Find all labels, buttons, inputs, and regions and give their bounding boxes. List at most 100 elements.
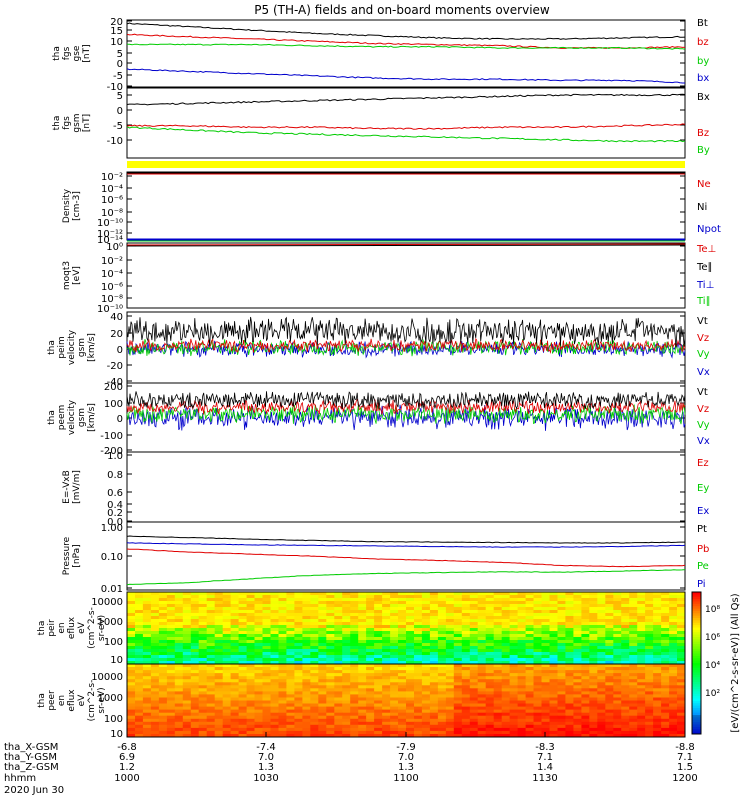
heatmap-cell [390,622,399,626]
heatmap-cell [421,697,431,701]
heatmap-cell [453,691,463,695]
heatmap-cell [414,598,423,602]
heatmap-cell [238,598,248,602]
heatmap-cell [135,685,144,689]
colorbar-tick-label: 10⁸ [705,605,720,615]
heatmap-cell [182,688,192,692]
heatmap-cell [374,613,383,617]
heatmap-cell [477,667,487,671]
heatmap-cell [589,646,598,650]
heatmap-cell [437,661,447,665]
y-axis-label-line: eflux [67,689,77,712]
heatmap-cell [198,709,208,714]
heatmap-cell [549,601,558,605]
heatmap-cell [541,727,550,732]
heatmap-cell [318,658,327,662]
heatmap-cell [613,607,622,611]
heatmap-cell [294,688,303,692]
heatmap-cell [461,685,471,689]
heatmap-cell [597,658,606,662]
heatmap-cell [501,694,511,698]
heatmap-cell [589,604,598,608]
heatmap-cell [230,682,240,686]
heatmap-cell [565,661,574,665]
heatmap-cell [270,721,279,726]
heatmap-cell [517,673,527,677]
heatmap-cell [677,691,686,695]
heatmap-cell [390,703,399,707]
heatmap-cell [358,610,367,614]
heatmap-cell [230,661,240,665]
heatmap-cell [525,700,535,704]
heatmap-cell [310,649,319,653]
heatmap-cell [127,673,136,677]
heatmap-cell [286,688,295,692]
heatmap-cell [142,592,152,596]
heatmap-cell [166,667,176,671]
heatmap-cell [358,604,367,608]
heatmap-cell [158,703,168,707]
heatmap-cell [605,598,614,602]
heatmap-cell [310,652,319,656]
heatmap-cell [453,700,463,704]
colorbar-segment [692,634,701,638]
heatmap-cell [382,610,391,614]
heatmap-cell [421,727,431,732]
heatmap-cell [485,658,495,662]
heatmap-cell [326,730,335,735]
colorbar-segment [692,592,701,595]
colorbar-segment [692,722,701,726]
heatmap-cell [461,679,471,683]
heatmap-cell [198,652,208,656]
heatmap-cell [493,667,503,671]
heatmap-cell [286,694,295,698]
heatmap-cell [597,694,606,698]
heatmap-cell [501,604,511,608]
heatmap-cell [589,622,598,626]
heatmap-cell [661,607,670,611]
heatmap-cell [326,724,335,729]
heatmap-cell [318,709,327,714]
heatmap-cell [597,622,606,626]
heatmap-cell [669,607,678,611]
heatmap-cell [182,664,192,668]
heatmap-cell [214,640,224,644]
heatmap-cell [262,619,271,623]
heatmap-cell [429,727,439,732]
heatmap-cell [158,688,168,692]
heatmap-cell [246,649,256,653]
heatmap-cell [158,661,168,665]
heatmap-cell [174,643,184,647]
heatmap-cell [589,610,598,614]
heatmap-cell [334,649,343,653]
heatmap-cell [406,619,415,623]
heatmap-cell [326,676,335,680]
heatmap-cell [166,619,176,623]
heatmap-cell [485,655,495,659]
heatmap-cell [230,724,240,729]
y-tick-label: 0 [117,106,123,117]
heatmap-cell [374,598,383,602]
heatmap-cell [206,649,216,653]
heatmap-cell [597,682,606,686]
heatmap-cell [661,703,670,707]
heatmap-cell [573,613,582,617]
heatmap-cell [398,706,407,711]
heatmap-cell [414,703,423,707]
heatmap-cell [541,703,550,707]
heatmap-cell [445,640,455,644]
heatmap-cell [182,592,192,596]
heatmap-cell [174,616,184,620]
heatmap-cell [174,703,184,707]
x-row-label: tha_Y-GSM [4,752,57,763]
heatmap-cell [182,643,192,647]
heatmap-cell [549,694,558,698]
heatmap-cell [142,664,152,668]
heatmap-cell [246,619,256,623]
heatmap-cell [453,724,463,729]
heatmap-cell [158,667,168,671]
heatmap-cell [222,655,232,659]
heatmap-cell [334,643,343,647]
heatmap-cell [637,727,646,732]
heatmap-cell [461,730,471,735]
